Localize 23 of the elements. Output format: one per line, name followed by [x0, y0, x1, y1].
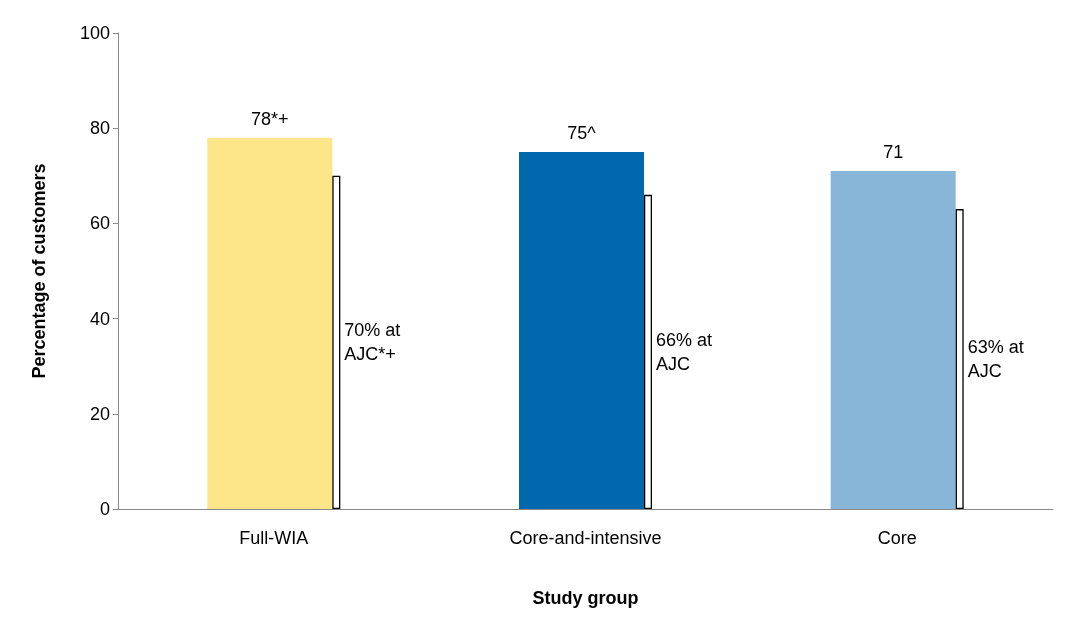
y-tick-label: 20: [89, 403, 110, 424]
x-tick-label: Core-and-intensive: [509, 528, 662, 548]
bar: [830, 171, 956, 509]
annotation: 70% at AJC*+: [344, 320, 406, 365]
x-tick-label: Core: [877, 528, 917, 548]
data-label: 75^: [567, 123, 597, 143]
bar: [207, 137, 333, 509]
y-tick-label: 40: [89, 308, 110, 329]
y-tick-label: 0: [99, 499, 110, 519]
y-tick-label: 60: [89, 213, 110, 234]
bar: [644, 194, 652, 509]
bar: [955, 209, 964, 509]
annotation: 63% at AJC: [967, 337, 1029, 382]
data-label: 78*+: [251, 108, 289, 129]
y-tick-label: 80: [89, 118, 110, 139]
data-label: 71: [883, 142, 904, 163]
x-tick-label: Full-WIA: [239, 528, 309, 548]
y-tick-label: 100: [79, 23, 110, 43]
annotation: 66% at AJC: [656, 329, 718, 374]
y-axis-title: Percentage of customers: [29, 163, 49, 379]
bar: [519, 152, 644, 509]
bar: [332, 175, 341, 509]
x-axis-title: Study group: [532, 588, 639, 608]
